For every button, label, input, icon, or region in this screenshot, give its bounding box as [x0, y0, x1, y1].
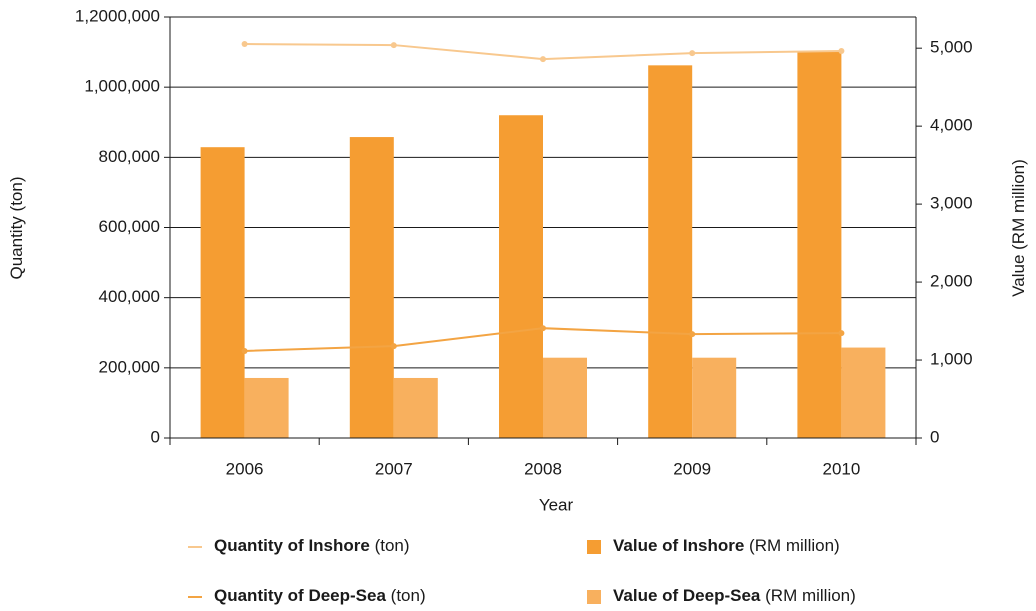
line-point [540, 56, 546, 63]
line-point [838, 330, 845, 337]
x-axis-label: Year [539, 495, 574, 514]
line-point [241, 347, 248, 354]
y2-axis-label: Value (RM million) [1009, 159, 1028, 297]
bar [393, 377, 438, 438]
legend-unit: (ton) [391, 586, 426, 605]
y-tick-label: 600,000 [99, 217, 160, 236]
y2-tick-label: 3,000 [930, 194, 973, 213]
y2-tick-label: 5,000 [930, 38, 973, 57]
legend-name: Quantity of Inshore [214, 536, 370, 555]
x-tick-label: 2009 [673, 459, 711, 478]
bar [349, 137, 394, 438]
legend-unit: (ton) [375, 536, 410, 555]
bar [797, 51, 842, 438]
legend-name: Value of Inshore [613, 536, 744, 555]
legend-name: Value of Deep-Sea [613, 586, 761, 605]
y2-tick-label: 0 [930, 427, 939, 446]
legend-label: Quantity of Deep-Sea (ton) [214, 586, 426, 605]
line-point [540, 325, 546, 332]
legend-swatch [587, 540, 601, 554]
legend-name: Quantity of Deep-Sea [214, 586, 386, 605]
y-tick-label: 1,2000,000 [75, 6, 160, 25]
y-tick-label: 400,000 [99, 287, 160, 306]
bar [200, 147, 245, 438]
line-point [241, 41, 248, 48]
y-tick-label: 800,000 [99, 147, 160, 166]
line-point [390, 343, 397, 350]
y2-tick-label: 2,000 [930, 272, 973, 291]
x-tick-label: 2006 [226, 459, 264, 478]
x-tick-label: 2010 [822, 459, 860, 478]
legend-label: Value of Deep-Sea (RM million) [613, 586, 856, 605]
bar [648, 65, 693, 438]
legend-unit: (RM million) [749, 536, 840, 555]
x-tick-label: 2008 [524, 459, 562, 478]
y-tick-label: 0 [151, 427, 160, 446]
legend-unit: (RM million) [765, 586, 856, 605]
x-tick-label: 2007 [375, 459, 413, 478]
line-point [689, 331, 696, 338]
y-axis-label-unit: (ton) [7, 176, 26, 211]
y-axis-label: Quantity (ton) [7, 176, 26, 279]
line-point [838, 48, 845, 55]
y-tick-label: 200,000 [99, 357, 160, 376]
y-tick-label: 1,000,000 [84, 77, 160, 96]
bar [841, 347, 886, 438]
bar [543, 357, 587, 438]
y2-tick-label: 4,000 [930, 116, 973, 135]
legend-swatch [587, 590, 601, 604]
y-axis-label-text: Quantity [7, 216, 26, 280]
bar [692, 357, 737, 438]
line-point [689, 50, 696, 57]
y2-axis-label-text: Value [1009, 255, 1028, 297]
y2-tick-label: 1,000 [930, 350, 973, 369]
y2-axis-label-unit: (RM million) [1009, 159, 1028, 250]
legend-label: Quantity of Inshore (ton) [214, 536, 410, 555]
legend-label: Value of Inshore (RM million) [613, 536, 840, 555]
line-point [390, 42, 397, 49]
bar [499, 115, 543, 438]
bar [244, 377, 289, 438]
